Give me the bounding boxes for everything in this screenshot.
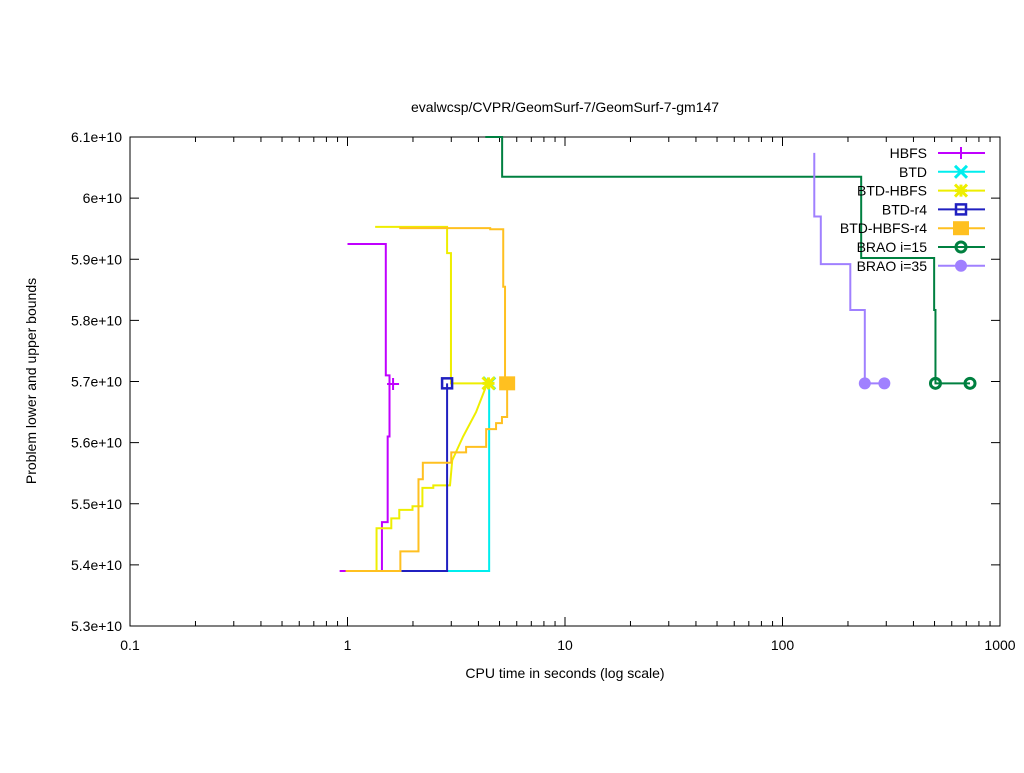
series-btd-hbfs-r4 [345,227,516,572]
legend-label: BTD-r4 [882,201,927,217]
y-tick-label: 6e+10 [83,190,123,206]
series-btd-hbfs [375,225,496,571]
legend-entry: BTD-r4 [882,201,985,217]
legend-entry: BTD [899,164,985,180]
x-tick-label: 1000 [984,637,1015,653]
x-tick-label: 0.1 [120,637,140,653]
series-btd-r4 [401,377,454,572]
series-line [345,383,509,572]
series-line [347,242,391,384]
series-hbfs [339,242,400,572]
y-tick-label: 5.6e+10 [71,435,122,451]
data-point-marker [440,377,454,390]
series-line [401,383,449,572]
y-tick-label: 5.8e+10 [71,312,122,328]
x-tick-label: 1 [344,637,352,653]
legend-label: BTD-HBFS [857,183,927,199]
data-point-marker [963,376,977,390]
legend-entry: BRAO i=35 [857,258,985,274]
y-tick-label: 6.1e+10 [71,129,122,145]
y-tick-label: 5.3e+10 [71,618,122,634]
series-line [375,382,489,571]
legend-marker [954,240,968,254]
series-line [485,136,971,385]
chart-title: evalwcsp/CVPR/GeomSurf-7/GeomSurf-7-gm14… [411,99,719,115]
legend-entry: BTD-HBFS-r4 [840,220,985,236]
legend-label: BTD-HBFS-r4 [840,220,927,236]
legend-marker [955,147,967,159]
legend-label: BRAO i=35 [857,258,928,274]
legend-marker [953,183,969,198]
x-axis-label: CPU time in seconds (log scale) [465,665,664,681]
legend-marker [953,221,969,236]
legend-label: BTD [899,164,927,180]
data-point-marker [387,377,400,390]
y-tick-label: 5.4e+10 [71,557,122,573]
series-line [399,227,507,384]
series-line [375,225,488,385]
y-tick-label: 5.9e+10 [71,251,122,267]
x-tick-label: 100 [771,637,795,653]
series-line [380,383,391,571]
series-line [447,383,491,572]
data-point-marker [878,377,891,390]
series-line [813,152,885,385]
y-axis-label: Problem lower and upper bounds [23,278,39,484]
legend-label: BRAO i=15 [857,239,928,255]
y-tick-label: 5.7e+10 [71,374,122,390]
series-brao-i-15 [485,136,977,390]
data-point-marker [928,376,942,390]
x-tick-label: 10 [557,637,573,653]
legend-marker [953,164,969,179]
legend-marker [954,203,968,216]
data-point-marker [858,377,871,390]
legend-label: HBFS [890,145,927,161]
series-brao-i-35 [813,152,891,390]
legend-entry: HBFS [890,145,985,161]
legend-marker [955,259,967,272]
y-tick-label: 5.5e+10 [71,496,122,512]
series-btd [447,376,497,572]
legend-entry: BTD-HBFS [857,183,985,199]
data-point-marker [481,376,496,391]
data-point-marker [499,376,516,391]
legend-entry: BRAO i=15 [857,239,985,255]
